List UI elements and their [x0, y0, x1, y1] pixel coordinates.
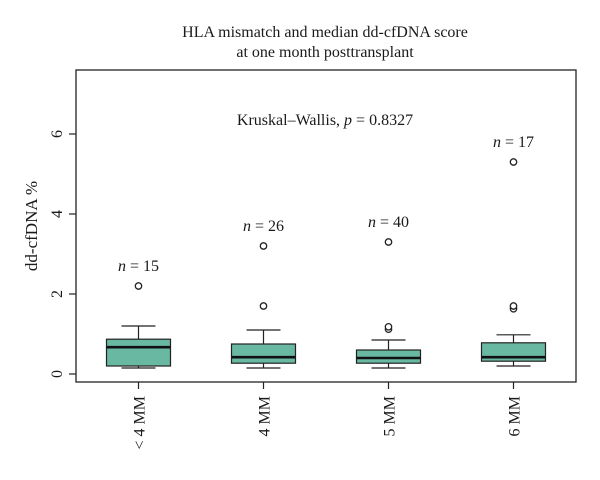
chart-title-line-1: HLA mismatch and median dd-cfDNA score [182, 24, 468, 41]
box-group: n = 40 [355, 214, 422, 369]
outlier-point [384, 322, 393, 331]
x-tick-label: < 4 MM [132, 396, 149, 449]
n-count-label: n = 40 [368, 214, 409, 231]
y-tick-label: 6 [49, 130, 66, 138]
plot-frame [75, 69, 577, 383]
plot-marks: n = 15 n = 26 n = 40 n = 17 [105, 134, 547, 369]
n-count-label: n = 15 [118, 258, 159, 275]
y-axis-label: dd-cfDNA % [22, 181, 41, 271]
iqr-box [355, 349, 422, 364]
chart-title-line-2: at one month posttransplant [236, 44, 414, 61]
y-tick-label: 2 [49, 290, 66, 298]
outlier-point [259, 302, 268, 310]
iqr-box [230, 343, 297, 364]
y-tick-label: 0 [49, 370, 66, 378]
outlier-point [509, 158, 518, 166]
y-axis: 0 2 4 6 [49, 130, 76, 378]
x-tick-label: 4 MM [257, 396, 274, 436]
iqr-box [105, 338, 172, 367]
outlier-point [384, 238, 393, 246]
x-tick-label: 6 MM [507, 396, 524, 436]
outlier-point [259, 242, 268, 250]
box-group: n = 15 [105, 258, 172, 369]
n-count-label: n = 26 [243, 218, 284, 235]
outlier-point [509, 302, 518, 310]
x-tick-label: 5 MM [382, 396, 399, 436]
x-axis: < 4 MM 4 MM 5 MM 6 MM [132, 382, 524, 449]
n-count-label: n = 17 [493, 134, 534, 151]
kruskal-wallis-annotation: Kruskal–Wallis, p = 0.8327 [237, 112, 413, 129]
outlier-point [134, 282, 143, 290]
y-tick-label: 4 [49, 210, 66, 218]
box-group: n = 17 [480, 134, 547, 367]
box-group: n = 26 [230, 218, 297, 369]
